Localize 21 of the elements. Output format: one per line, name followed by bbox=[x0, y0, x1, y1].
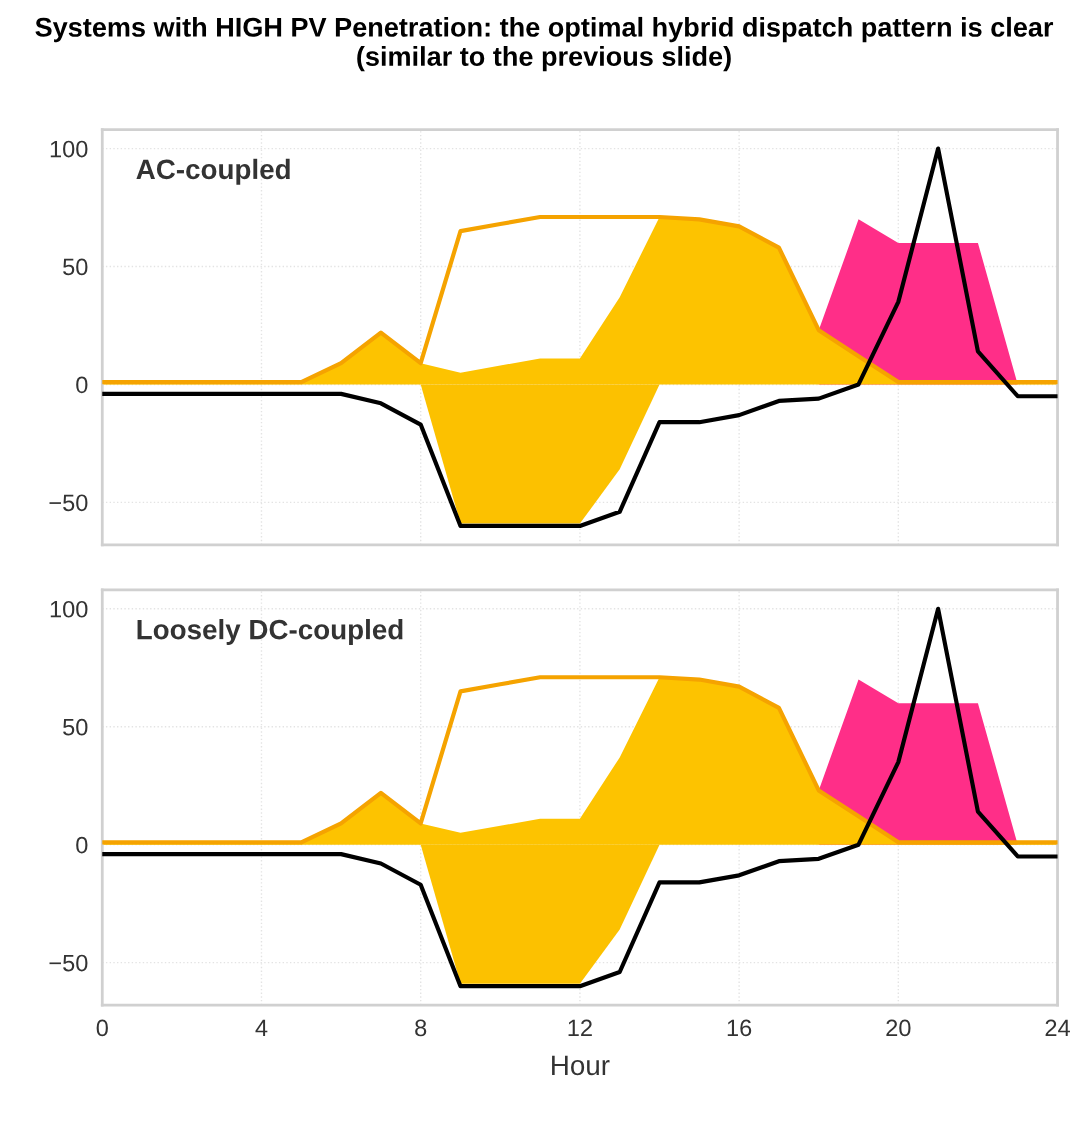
y-tick-label: 100 bbox=[50, 600, 88, 618]
x-tick-label: 12 bbox=[568, 1019, 592, 1037]
chart-title: Systems with HIGH PV Penetration: the optimal hybrid dispatch pattern is clear (similar to the previous slide) bbox=[35, 16, 1054, 72]
x-tick-label: 24 bbox=[1045, 1019, 1070, 1037]
y-tick-label: −50 bbox=[49, 494, 88, 512]
x-tick-label: 16 bbox=[727, 1019, 752, 1037]
x-tick-label: 4 bbox=[255, 1019, 268, 1037]
y-tick-label: −50 bbox=[49, 954, 88, 972]
y-tick-label: 0 bbox=[76, 376, 88, 394]
x-tick-label: 20 bbox=[886, 1019, 911, 1037]
y-tick-label: 100 bbox=[50, 140, 88, 158]
annotation: Loosely DC-coupled bbox=[137, 619, 403, 645]
line-series bbox=[102, 606, 1058, 989]
y-tick-label: 50 bbox=[63, 258, 88, 276]
x-tick-label: 0 bbox=[96, 1019, 108, 1037]
y-tick-label: 50 bbox=[63, 718, 88, 736]
x-tick-label: 8 bbox=[415, 1019, 427, 1037]
x-axis-title: Hour bbox=[552, 1055, 610, 1076]
y-tick-label: 0 bbox=[76, 836, 88, 854]
annotation: AC-coupled bbox=[136, 158, 290, 185]
line-series bbox=[102, 146, 1058, 529]
